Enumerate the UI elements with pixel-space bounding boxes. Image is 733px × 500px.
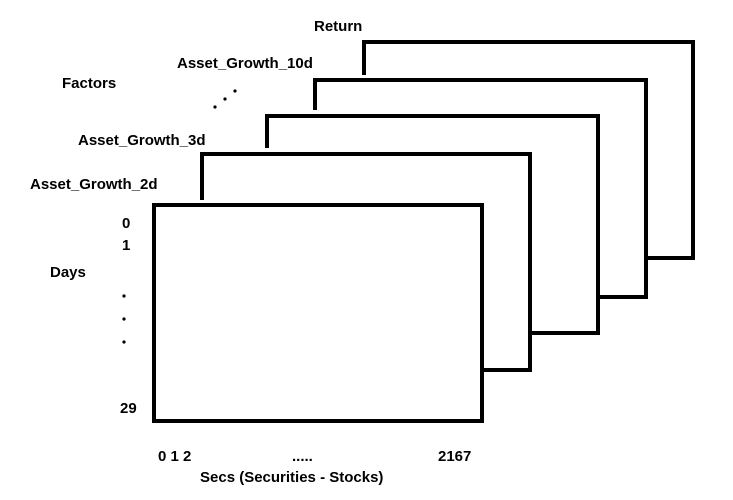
factor-ellipsis bbox=[213, 89, 237, 109]
row-dot bbox=[122, 317, 126, 321]
days-label: Days bbox=[50, 264, 86, 281]
col-ticks-ellipsis: ..... bbox=[292, 448, 313, 465]
col-ticks-start: 0 1 2 bbox=[158, 448, 191, 465]
label-asset-growth-3d: Asset_Growth_3d bbox=[78, 132, 206, 149]
row-dot bbox=[122, 294, 126, 298]
row-tick-0: 0 bbox=[122, 215, 130, 232]
label-return: Return bbox=[314, 18, 362, 35]
factor-dot bbox=[213, 105, 217, 109]
row-dot bbox=[122, 340, 126, 344]
label-asset-growth-10d: Asset_Growth_10d bbox=[177, 55, 313, 72]
factor-dot bbox=[223, 97, 227, 101]
label-asset-growth-2d: Asset_Growth_2d bbox=[30, 176, 158, 193]
factor-dot bbox=[233, 89, 237, 93]
x-axis-label: Secs (Securities - Stocks) bbox=[200, 469, 383, 486]
label-factors: Factors bbox=[62, 75, 116, 92]
row-tick-1: 1 bbox=[122, 237, 130, 254]
front-matrix-frame bbox=[152, 203, 484, 423]
col-tick-2167: 2167 bbox=[438, 448, 471, 465]
row-tick-29: 29 bbox=[120, 400, 137, 417]
row-ellipsis bbox=[122, 294, 126, 344]
